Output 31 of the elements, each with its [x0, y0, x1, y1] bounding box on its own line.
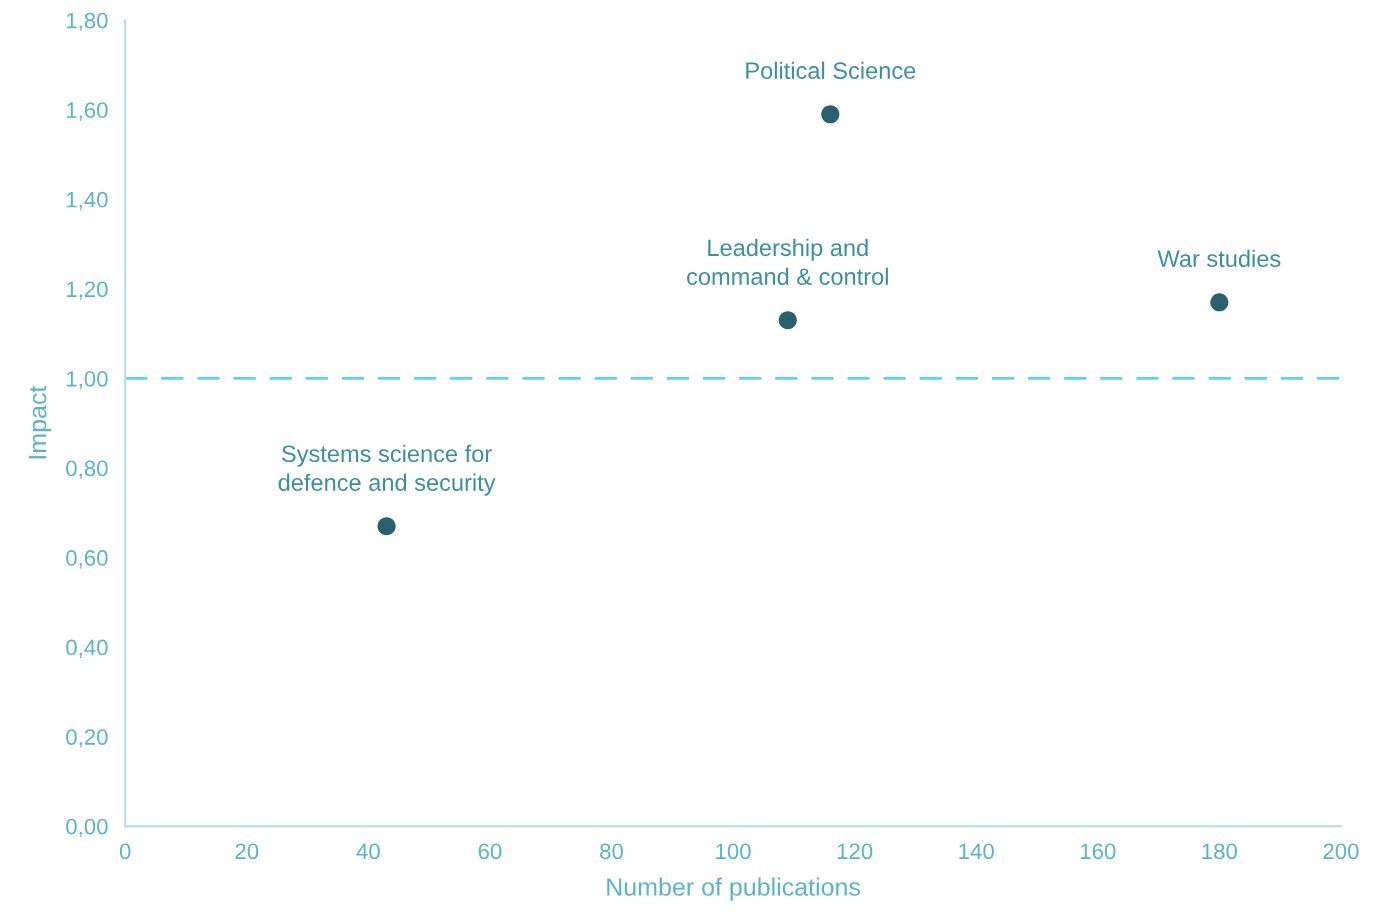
point: [377, 517, 396, 536]
x-tick-label: 100: [716, 843, 751, 860]
point: [1210, 293, 1229, 312]
y-tick-label: 1,60: [66, 102, 108, 121]
y-tick-label: 0,80: [66, 460, 108, 479]
annotation: Political Science: [746, 61, 916, 80]
y-tick-label: 1,20: [66, 281, 108, 300]
x-tick-label: 120: [837, 843, 873, 860]
x-tick-label: 200: [1323, 843, 1359, 860]
y-tick-label: 0,20: [66, 729, 108, 748]
x-tick-label: 40: [356, 843, 380, 860]
x-axis-title: Number of publications: [607, 877, 861, 901]
point: [778, 311, 797, 330]
y-tick-label: 0,00: [66, 818, 108, 838]
y-tick-label: 1,80: [66, 12, 108, 32]
x-tick-label: 20: [235, 843, 259, 860]
y-tick-label: 1,00: [66, 370, 108, 390]
x-tick-label: 160: [1080, 843, 1116, 860]
x-tick-label: 80: [600, 843, 623, 860]
annotation: Systems science for defence and security: [278, 444, 496, 496]
point: [821, 105, 840, 124]
x-tick-label: 140: [959, 843, 994, 860]
y-tick-label: 0,40: [66, 639, 108, 658]
x-tick-label: 180: [1202, 843, 1238, 860]
x-tick-label: 60: [478, 843, 502, 860]
annotation: War studies: [1157, 249, 1281, 268]
x-tick-label: 0: [119, 843, 131, 860]
annotation: Leadership and command & control: [687, 238, 888, 285]
y-tick-label: 1,40: [66, 191, 108, 211]
y-axis-title: Impact: [29, 385, 52, 459]
y-tick-label: 0,60: [66, 550, 108, 569]
